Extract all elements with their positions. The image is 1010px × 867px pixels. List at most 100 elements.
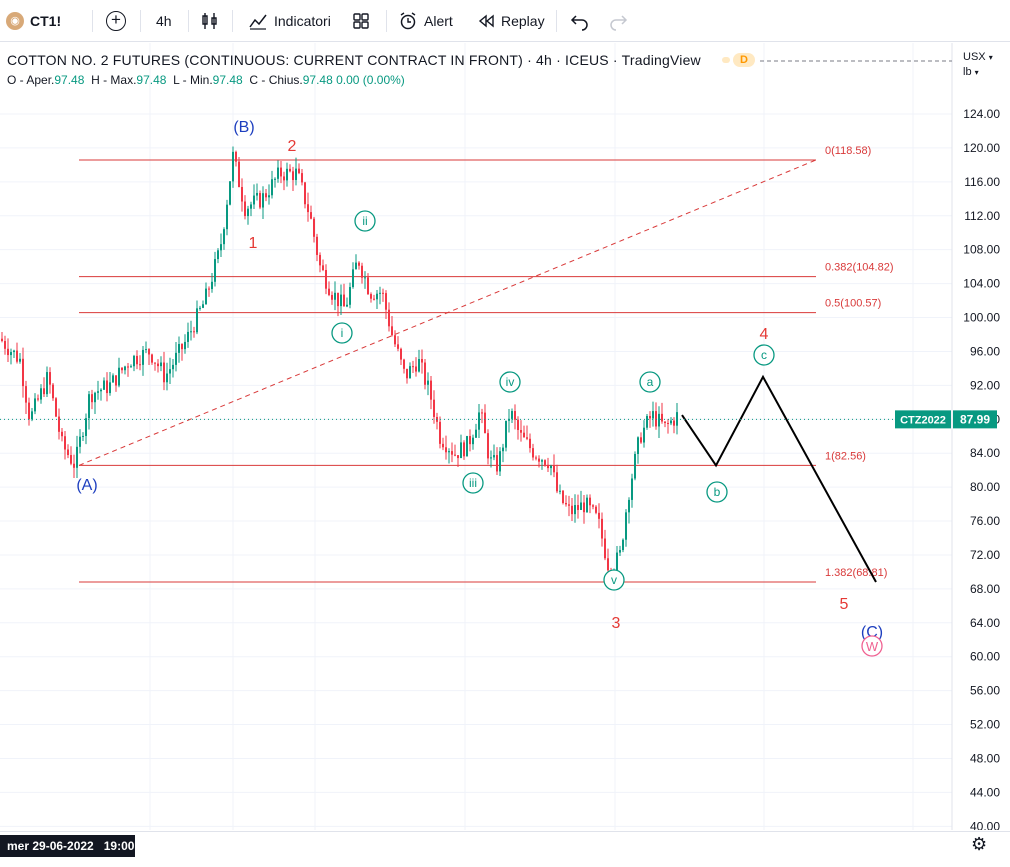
candle-body — [460, 442, 462, 459]
price-tick-label: 72.00 — [970, 548, 1000, 562]
candle-body — [214, 259, 216, 282]
candle-body — [190, 331, 192, 333]
wave-label-blue: (C) — [861, 624, 883, 641]
candle-body — [76, 446, 78, 468]
wave-label-circle — [354, 210, 376, 232]
top-toolbar: ◉ CT1! + 4h Indicatori Alert — [0, 0, 1010, 42]
candle-body — [538, 458, 540, 462]
wave-label-red: 4 — [760, 326, 769, 343]
indicators-button[interactable]: Indicatori — [248, 8, 331, 34]
redo-button[interactable] — [608, 8, 628, 34]
candle-body — [547, 464, 549, 469]
candle-body — [94, 392, 96, 403]
candle-body — [280, 167, 282, 177]
price-tick-label: 96.00 — [970, 344, 1000, 358]
price-tick-label: 104.00 — [963, 277, 1000, 291]
candle-body — [268, 195, 270, 198]
fib-trend-line — [78, 159, 817, 466]
wave-label-blue: (B) — [233, 119, 254, 136]
candle-body — [124, 366, 126, 371]
interval-button[interactable]: 4h — [156, 8, 172, 34]
replay-button[interactable]: Replay — [477, 8, 545, 34]
candle-body — [133, 355, 135, 367]
candle-body — [367, 277, 369, 295]
candle-body — [106, 380, 108, 394]
wave-label-red: 5 — [840, 596, 849, 613]
data-delay-badge[interactable]: D — [733, 53, 755, 67]
candle-body — [334, 292, 336, 300]
candle-body — [127, 366, 129, 368]
candle-body — [598, 512, 600, 519]
price-tick-label: 116.00 — [964, 175, 1000, 189]
candle-body — [145, 349, 147, 351]
candle-body — [232, 151, 234, 182]
compare-button[interactable]: + — [106, 8, 126, 34]
candle-body — [139, 364, 141, 366]
fib-level-label: 0.5(100.57) — [825, 298, 881, 310]
candle-body — [175, 352, 177, 365]
candle-body — [421, 358, 423, 363]
candle-body — [406, 368, 408, 379]
candle-body — [412, 366, 414, 368]
wave-label-green: ii — [362, 214, 367, 228]
candle-body — [22, 358, 24, 387]
candle-body — [649, 416, 651, 419]
candle-body — [607, 558, 609, 571]
candle-body — [34, 398, 36, 412]
time-axis-bar[interactable] — [0, 831, 1010, 867]
candle-body — [340, 294, 342, 307]
candle-body — [559, 490, 561, 492]
candle-body — [526, 437, 528, 439]
candle-body — [634, 453, 636, 479]
wave-label-green: c — [761, 348, 767, 362]
candle-body — [403, 359, 405, 369]
candle-body — [283, 176, 285, 181]
candle-body — [1, 338, 3, 342]
candle-body — [442, 443, 444, 448]
candle-body — [274, 178, 276, 180]
market-status-dot — [722, 57, 730, 63]
candle-body — [55, 398, 57, 417]
price-tick-label: 68.00 — [970, 582, 1000, 596]
candle-body — [286, 168, 288, 181]
last-price-badge-bg — [953, 410, 997, 429]
chart-type-button[interactable] — [200, 8, 220, 34]
candle-body — [37, 398, 39, 400]
price-chart[interactable]: 0(118.58) 0.382(104.82) 0.5(100.57) 1(82.56… — [0, 43, 1010, 830]
alert-button[interactable]: Alert — [398, 8, 453, 34]
candle-body — [373, 298, 375, 300]
candle-body — [157, 363, 159, 367]
candle-body — [259, 192, 261, 208]
gear-icon[interactable]: ⚙ — [971, 834, 988, 854]
toolbar-divider — [556, 10, 557, 32]
last-price-badge: 87.99 — [960, 412, 990, 426]
candle-body — [292, 171, 294, 181]
symbol-search[interactable]: ◉ CT1! — [6, 8, 61, 34]
redo-icon — [610, 15, 628, 31]
candle-body — [655, 411, 657, 427]
symbol-price-label-bg — [895, 410, 951, 429]
candle-body — [391, 326, 393, 336]
chevron-down-icon: ▾ — [988, 53, 993, 62]
candle-body — [571, 505, 573, 515]
crosshair-date: mer 29-06-2022 — [7, 839, 94, 853]
candle-body — [388, 309, 390, 327]
candle-body — [229, 181, 231, 205]
layout-grid-icon — [353, 13, 369, 29]
candle-body — [208, 288, 210, 290]
layout-button[interactable] — [352, 8, 370, 34]
interval-label: 4h — [156, 13, 172, 29]
undo-button[interactable] — [570, 8, 590, 34]
candle-body — [661, 413, 663, 422]
candle-body — [451, 451, 453, 455]
candle-body — [277, 167, 279, 179]
currency-unit-selector[interactable]: USX ▾ lb ▾ — [963, 50, 993, 80]
candle-body — [484, 412, 486, 434]
price-tick-label: 124.00 — [963, 107, 1000, 121]
candle-body — [517, 419, 519, 431]
plus-circle-icon: + — [106, 11, 126, 31]
candle-body — [103, 380, 105, 390]
open-value: 97.48 — [54, 73, 85, 87]
candle-body — [325, 269, 327, 289]
candle-body — [7, 348, 9, 356]
